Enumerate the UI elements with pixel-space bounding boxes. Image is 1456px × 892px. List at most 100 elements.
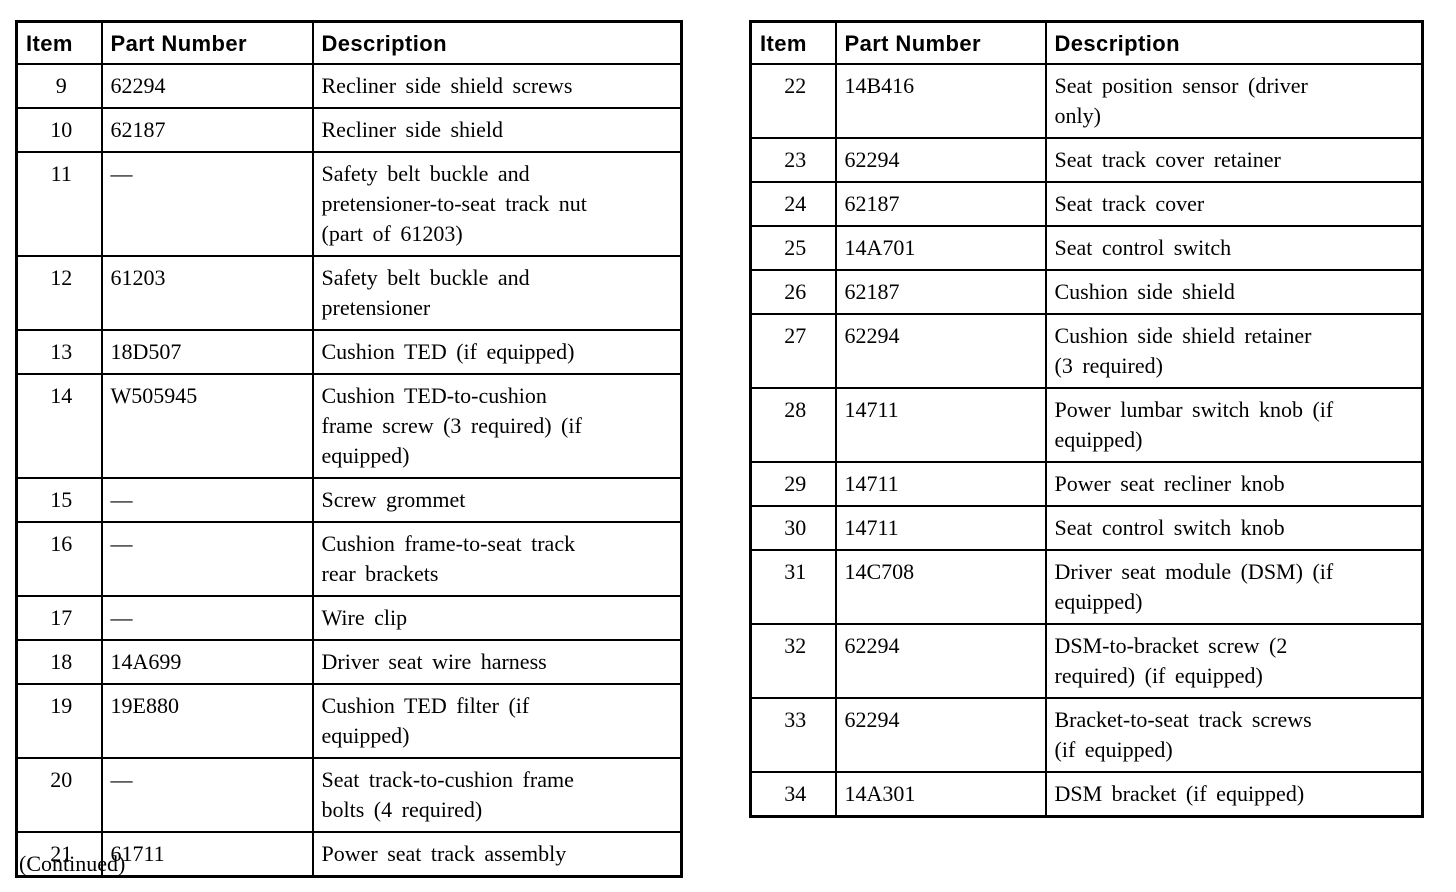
table-row: 34 14A301 DSM bracket (if equipped) — [749, 771, 1424, 818]
table-row: 22 14B416 Seat position sensor (driver o… — [749, 63, 1424, 139]
cell-item: 33 — [749, 697, 837, 773]
cell-item: 25 — [749, 225, 837, 271]
cell-item: 28 — [749, 387, 837, 463]
cell-item: 14 — [15, 373, 103, 479]
cell-part-number: 62294 — [834, 137, 1047, 183]
cell-description: Recliner side shield screws — [311, 63, 683, 109]
cell-part-number: — — [100, 757, 314, 833]
table-row: 9 62294 Recliner side shield screws — [15, 63, 683, 109]
table-row: 30 14711 Seat control switch knob — [749, 505, 1424, 551]
cell-part-number: 62187 — [100, 107, 314, 153]
cell-item: 17 — [15, 595, 103, 641]
parts-table-left: Item Part Number Description 9 62294 Rec… — [15, 20, 683, 878]
table-row: 25 14A701 Seat control switch — [749, 225, 1424, 271]
cell-description: Recliner side shield — [311, 107, 683, 153]
cell-description: Wire clip — [311, 595, 683, 641]
cell-part-number: 14C708 — [834, 549, 1047, 625]
cell-description: Power seat recliner knob — [1044, 461, 1424, 507]
table-row: 10 62187 Recliner side shield — [15, 107, 683, 153]
cell-item: 26 — [749, 269, 837, 315]
cell-part-number: 62187 — [834, 269, 1047, 315]
cell-part-number: 62294 — [834, 623, 1047, 699]
cell-part-number: 18D507 — [100, 329, 314, 375]
table-row: 33 62294 Bracket-to-seat track screws (i… — [749, 697, 1424, 773]
table-row: 16 — Cushion frame-to-seat track rear br… — [15, 521, 683, 597]
cell-description: Seat control switch knob — [1044, 505, 1424, 551]
cell-item: 34 — [749, 771, 837, 818]
column-header-description: Description — [1044, 20, 1424, 65]
cell-item: 18 — [15, 639, 103, 685]
cell-part-number: — — [100, 477, 314, 523]
parts-table-right: Item Part Number Description 22 14B416 S… — [749, 20, 1424, 818]
table-row: 14 W505945 Cushion TED-to-cushion frame … — [15, 373, 683, 479]
table-row: 20 — Seat track-to-cushion frame bolts (… — [15, 757, 683, 833]
table-row: 15 — Screw grommet — [15, 477, 683, 523]
cell-description: Power lumbar switch knob (if equipped) — [1044, 387, 1424, 463]
cell-item: 27 — [749, 313, 837, 389]
cell-part-number: 14A701 — [834, 225, 1047, 271]
cell-description: Seat track cover retainer — [1044, 137, 1424, 183]
cell-part-number: — — [100, 595, 314, 641]
cell-description: Cushion TED-to-cushion frame screw (3 re… — [311, 373, 683, 479]
cell-part-number: W505945 — [100, 373, 314, 479]
cell-item: 16 — [15, 521, 103, 597]
table-row: 32 62294 DSM-to-bracket screw (2 require… — [749, 623, 1424, 699]
cell-part-number: 62294 — [100, 63, 314, 109]
cell-part-number: 19E880 — [100, 683, 314, 759]
table-row: 11 — Safety belt buckle and pretensioner… — [15, 151, 683, 257]
cell-part-number: 14A699 — [100, 639, 314, 685]
cell-description: Bracket-to-seat track screws (if equippe… — [1044, 697, 1424, 773]
cell-item: 19 — [15, 683, 103, 759]
cell-part-number: 62294 — [834, 697, 1047, 773]
table-body: 22 14B416 Seat position sensor (driver o… — [749, 63, 1424, 818]
column-header-part-number: Part Number — [834, 20, 1047, 65]
table-row: 12 61203 Safety belt buckle and pretensi… — [15, 255, 683, 331]
cell-item: 22 — [749, 63, 837, 139]
cell-item: 12 — [15, 255, 103, 331]
cell-item: 13 — [15, 329, 103, 375]
cell-description: Seat track cover — [1044, 181, 1424, 227]
cell-description: DSM-to-bracket screw (2 required) (if eq… — [1044, 623, 1424, 699]
column-header-description: Description — [311, 20, 683, 65]
table-row: 31 14C708 Driver seat module (DSM) (if e… — [749, 549, 1424, 625]
cell-description: Safety belt buckle and pretensioner-to-s… — [311, 151, 683, 257]
cell-part-number: 61711 — [100, 831, 314, 878]
cell-item: 32 — [749, 623, 837, 699]
cell-item: 23 — [749, 137, 837, 183]
column-header-part-number: Part Number — [100, 20, 314, 65]
cell-description: Cushion TED (if equipped) — [311, 329, 683, 375]
cell-item: 31 — [749, 549, 837, 625]
cell-part-number: 62187 — [834, 181, 1047, 227]
table-row: 19 19E880 Cushion TED filter (if equippe… — [15, 683, 683, 759]
cell-part-number: 14B416 — [834, 63, 1047, 139]
cell-item: 9 — [15, 63, 103, 109]
cell-part-number: 14711 — [834, 505, 1047, 551]
cell-item: 24 — [749, 181, 837, 227]
table-row: 24 62187 Seat track cover — [749, 181, 1424, 227]
cell-description: Seat control switch — [1044, 225, 1424, 271]
cell-part-number: — — [100, 151, 314, 257]
cell-part-number: 14711 — [834, 387, 1047, 463]
cell-part-number: 14711 — [834, 461, 1047, 507]
cell-description: Safety belt buckle and pretensioner — [311, 255, 683, 331]
cell-part-number: 62294 — [834, 313, 1047, 389]
cell-description: DSM bracket (if equipped) — [1044, 771, 1424, 818]
cell-description: Power seat track assembly — [311, 831, 683, 878]
table-row: 27 62294 Cushion side shield retainer (3… — [749, 313, 1424, 389]
cell-item: 10 — [15, 107, 103, 153]
table-row: 23 62294 Seat track cover retainer — [749, 137, 1424, 183]
table-body: 9 62294 Recliner side shield screws 10 6… — [15, 63, 683, 878]
cell-part-number: 61203 — [100, 255, 314, 331]
table-row: 28 14711 Power lumbar switch knob (if eq… — [749, 387, 1424, 463]
cell-item: 29 — [749, 461, 837, 507]
cell-description: Cushion side shield — [1044, 269, 1424, 315]
table-row: 13 18D507 Cushion TED (if equipped) — [15, 329, 683, 375]
cell-item: 11 — [15, 151, 103, 257]
cell-item: 30 — [749, 505, 837, 551]
table-row: 18 14A699 Driver seat wire harness — [15, 639, 683, 685]
cell-description: Driver seat wire harness — [311, 639, 683, 685]
continued-label: (Continued) — [19, 851, 126, 876]
cell-part-number: 14A301 — [834, 771, 1047, 818]
cell-item: 15 — [15, 477, 103, 523]
